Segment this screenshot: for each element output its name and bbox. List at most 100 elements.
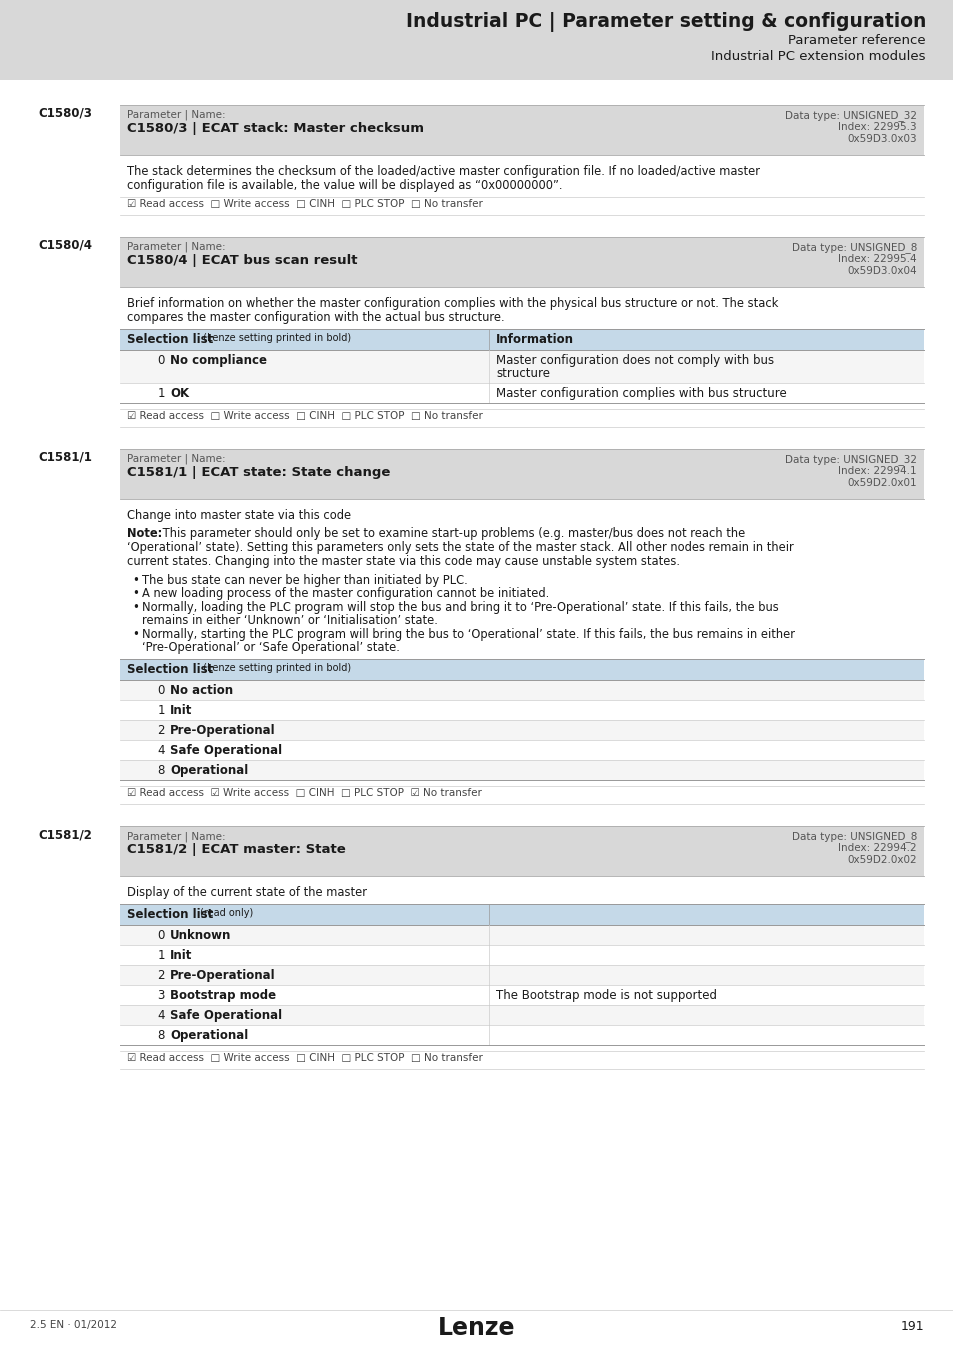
Text: 0x59D2.0x02: 0x59D2.0x02	[846, 855, 916, 865]
Text: Selection list: Selection list	[127, 663, 213, 676]
Text: Selection list: Selection list	[127, 909, 213, 921]
Text: C1581/2 | ECAT master: State: C1581/2 | ECAT master: State	[127, 842, 345, 856]
Text: 3: 3	[157, 990, 165, 1002]
Text: 0x59D3.0x03: 0x59D3.0x03	[846, 134, 916, 144]
Bar	[120, 904, 923, 925]
Bar	[120, 680, 923, 701]
Text: Normally, loading the PLC program will stop the bus and bring it to ‘Pre-Operati: Normally, loading the PLC program will s…	[142, 601, 778, 614]
Text: C1581/1 | ECAT state: State change: C1581/1 | ECAT state: State change	[127, 466, 390, 479]
Text: This parameter should only be set to examine start-up problems (e.g. master/bus : This parameter should only be set to exa…	[159, 526, 744, 540]
Text: No compliance: No compliance	[170, 354, 267, 367]
Text: Note:: Note:	[127, 526, 162, 540]
Text: (Lenze setting printed in bold): (Lenze setting printed in bold)	[199, 333, 351, 343]
Text: 8: 8	[157, 764, 165, 778]
Text: A new loading process of the master configuration cannot be initiated.: A new loading process of the master conf…	[142, 587, 549, 601]
Bar	[120, 826, 923, 876]
Bar	[120, 760, 923, 780]
Text: Init: Init	[170, 949, 193, 963]
Text: Parameter | Name:: Parameter | Name:	[127, 109, 226, 120]
Text: Index: 22995.3: Index: 22995.3	[838, 122, 916, 132]
Text: Selection list: Selection list	[127, 333, 213, 346]
Bar	[0, 1310, 953, 1350]
Text: 1: 1	[157, 703, 165, 717]
Text: Lenze: Lenze	[437, 1316, 516, 1341]
Text: 4: 4	[157, 744, 165, 757]
Bar	[120, 701, 923, 720]
Text: 0x59D2.0x01: 0x59D2.0x01	[846, 478, 916, 487]
Text: compares the master configuration with the actual bus structure.: compares the master configuration with t…	[127, 310, 504, 324]
Text: Normally, starting the PLC program will bring the bus to ‘Operational’ state. If: Normally, starting the PLC program will …	[142, 628, 794, 641]
Text: C1580/4: C1580/4	[38, 239, 91, 252]
Bar	[120, 350, 923, 383]
Text: C1580/3: C1580/3	[38, 107, 91, 120]
Text: Safe Operational: Safe Operational	[170, 1008, 282, 1022]
Text: (Lenze setting printed in bold): (Lenze setting printed in bold)	[199, 663, 351, 674]
Text: Information: Information	[496, 333, 574, 346]
Text: ‘Operational’ state). Setting this parameters only sets the state of the master : ‘Operational’ state). Setting this param…	[127, 541, 793, 554]
Text: Safe Operational: Safe Operational	[170, 744, 282, 757]
Text: Industrial PC | Parameter setting & configuration: Industrial PC | Parameter setting & conf…	[405, 12, 925, 32]
Text: 0: 0	[157, 354, 165, 367]
Text: 2: 2	[157, 969, 165, 981]
Text: The bus state can never be higher than initiated by PLC.: The bus state can never be higher than i…	[142, 574, 467, 587]
Text: Index: 22994.2: Index: 22994.2	[838, 842, 916, 853]
Text: current states. Changing into the master state via this code may cause unstable : current states. Changing into the master…	[127, 555, 679, 568]
Text: Data type: UNSIGNED_32: Data type: UNSIGNED_32	[784, 454, 916, 464]
Text: Parameter | Name:: Parameter | Name:	[127, 454, 226, 464]
Bar	[120, 1025, 923, 1045]
Text: C1580/3 | ECAT stack: Master checksum: C1580/3 | ECAT stack: Master checksum	[127, 122, 423, 135]
Text: ‘Pre-Operational’ or ‘Safe Operational’ state.: ‘Pre-Operational’ or ‘Safe Operational’ …	[142, 641, 399, 655]
Text: Parameter | Name:: Parameter | Name:	[127, 242, 226, 252]
Text: •: •	[132, 587, 139, 601]
Text: Parameter reference: Parameter reference	[787, 34, 925, 47]
Bar	[120, 329, 923, 350]
Bar	[120, 238, 923, 288]
Text: 2: 2	[157, 724, 165, 737]
Bar	[120, 925, 923, 945]
Text: Init: Init	[170, 703, 193, 717]
Text: C1580/4 | ECAT bus scan result: C1580/4 | ECAT bus scan result	[127, 254, 357, 267]
Text: 0: 0	[157, 684, 165, 697]
Text: Unknown: Unknown	[170, 929, 232, 942]
Text: ☑ Read access  ☑ Write access  □ CINH  □ PLC STOP  ☑ No transfer: ☑ Read access ☑ Write access □ CINH □ PL…	[127, 788, 481, 798]
Text: •: •	[132, 601, 139, 614]
Text: Pre-Operational: Pre-Operational	[170, 969, 275, 981]
Text: Index: 22994.1: Index: 22994.1	[838, 466, 916, 477]
Text: Operational: Operational	[170, 764, 248, 778]
Text: No action: No action	[170, 684, 233, 697]
Bar	[120, 105, 923, 155]
Text: Bootstrap mode: Bootstrap mode	[170, 990, 275, 1002]
Bar	[120, 965, 923, 986]
Text: 4: 4	[157, 1008, 165, 1022]
Text: Master configuration complies with bus structure: Master configuration complies with bus s…	[496, 387, 786, 400]
Text: Data type: UNSIGNED_8: Data type: UNSIGNED_8	[791, 242, 916, 252]
Text: Operational: Operational	[170, 1029, 248, 1042]
Text: 0: 0	[157, 929, 165, 942]
Text: 191: 191	[900, 1320, 923, 1332]
Bar	[120, 740, 923, 760]
Text: C1581/2: C1581/2	[38, 828, 91, 841]
Bar	[120, 720, 923, 740]
Text: Change into master state via this code: Change into master state via this code	[127, 509, 351, 522]
Text: Data type: UNSIGNED_32: Data type: UNSIGNED_32	[784, 109, 916, 122]
Text: configuration file is available, the value will be displayed as “0x00000000”.: configuration file is available, the val…	[127, 180, 562, 192]
Text: 2.5 EN · 01/2012: 2.5 EN · 01/2012	[30, 1320, 117, 1330]
Text: Pre-Operational: Pre-Operational	[170, 724, 275, 737]
Bar	[120, 1004, 923, 1025]
Text: 1: 1	[157, 387, 165, 400]
Text: remains in either ‘Unknown’ or ‘Initialisation’ state.: remains in either ‘Unknown’ or ‘Initiali…	[142, 614, 437, 628]
Bar	[120, 986, 923, 1004]
Text: ☑ Read access  □ Write access  □ CINH  □ PLC STOP  □ No transfer: ☑ Read access □ Write access □ CINH □ PL…	[127, 410, 482, 421]
Text: (read only): (read only)	[199, 909, 253, 918]
Text: 1: 1	[157, 949, 165, 963]
Bar	[120, 659, 923, 680]
Text: structure: structure	[496, 367, 550, 379]
Text: •: •	[132, 574, 139, 587]
Text: •: •	[132, 628, 139, 641]
Text: The stack determines the checksum of the loaded/active master configuration file: The stack determines the checksum of the…	[127, 165, 760, 178]
Bar	[120, 383, 923, 404]
Text: ☑ Read access  □ Write access  □ CINH  □ PLC STOP  □ No transfer: ☑ Read access □ Write access □ CINH □ PL…	[127, 198, 482, 209]
Text: 0x59D3.0x04: 0x59D3.0x04	[846, 266, 916, 275]
Bar	[0, 0, 953, 80]
Bar	[120, 450, 923, 500]
